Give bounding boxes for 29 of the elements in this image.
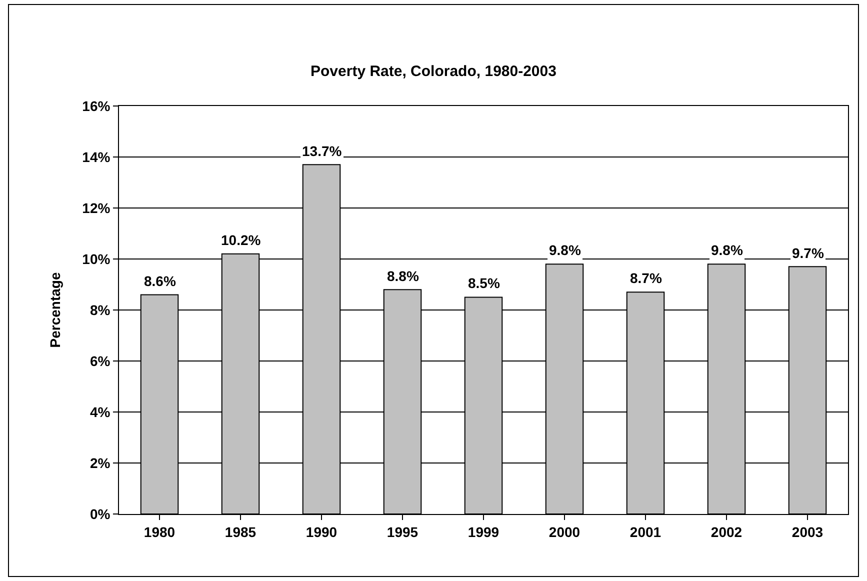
- x-tick-label: 2003: [792, 524, 824, 540]
- x-tick-label: 1980: [144, 524, 176, 540]
- y-tick-label: 2%: [90, 454, 111, 471]
- x-tick-label: 1999: [468, 524, 500, 540]
- y-tick-label: 0%: [90, 506, 111, 522]
- y-tick-label: 14%: [82, 148, 111, 165]
- y-tick-label: 4%: [90, 404, 111, 420]
- y-tick-label: 16%: [82, 98, 111, 114]
- data-label: 8.5%: [468, 275, 500, 291]
- data-label: 9.7%: [792, 245, 824, 261]
- y-tick-label: 10%: [82, 250, 111, 267]
- x-tick-label: 1995: [386, 524, 418, 540]
- data-label: 13.7%: [302, 143, 342, 159]
- data-label: 9.8%: [549, 242, 582, 258]
- y-tick-label: 8%: [90, 302, 111, 318]
- x-tick-label: 2002: [710, 524, 742, 540]
- x-tick-label: 1985: [224, 524, 256, 540]
- data-label: 10.2%: [221, 232, 262, 248]
- y-tick-label: 6%: [90, 352, 111, 369]
- data-label: 8.6%: [144, 273, 176, 289]
- x-tick-label: 2001: [630, 524, 662, 540]
- y-tick-label: 12%: [82, 200, 111, 216]
- data-label: 8.8%: [387, 268, 420, 284]
- chart-title: Poverty Rate, Colorado, 1980-2003: [310, 62, 556, 80]
- data-label: 8.7%: [630, 270, 662, 286]
- x-tick-label: 2000: [548, 524, 580, 540]
- x-tick-label: 1990: [306, 524, 338, 540]
- data-label: 9.8%: [711, 242, 744, 258]
- y-axis-title: Percentage: [46, 272, 63, 348]
